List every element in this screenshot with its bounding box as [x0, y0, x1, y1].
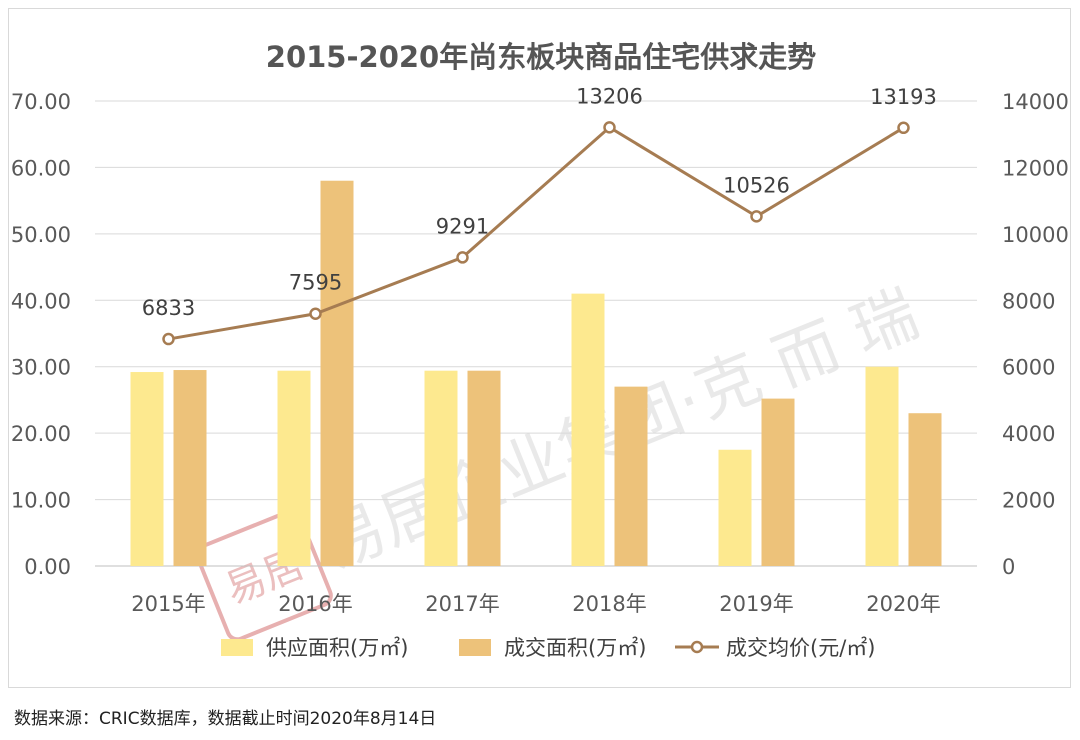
- line-series: 6833 7595 9291 13206 10526 13193: [142, 84, 937, 346]
- x-tick-label: 2020年: [866, 592, 940, 616]
- price-data-label: 13206: [576, 84, 643, 108]
- y-left-tick-label: 20.00: [11, 422, 71, 446]
- y-left-tick-label: 30.00: [11, 356, 71, 380]
- price-point: [309, 307, 322, 320]
- price-point: [162, 332, 175, 346]
- chart-frame: 2015-2020年尚东板块商品住宅供求走势 易居 易居企业集团·克 而 瑞 0…: [8, 8, 1071, 688]
- bar-transaction: [173, 370, 207, 566]
- legend-label: 成交均价(元/㎡): [726, 636, 875, 660]
- y-left-tick-label: 10.00: [11, 489, 71, 513]
- x-tick-label: 2019年: [719, 592, 793, 616]
- price-data-label: 9291: [436, 214, 489, 238]
- legend-swatch: [459, 639, 491, 656]
- y-right-tick-label: 8000: [1002, 289, 1055, 313]
- price-line: [168, 125, 905, 341]
- bar-transaction: [320, 180, 354, 566]
- gridlines: [95, 100, 977, 567]
- y-right-tick-label: 14000: [1002, 90, 1069, 114]
- y-right-tick-label: 0: [1002, 555, 1015, 579]
- bar-supply: [718, 449, 752, 566]
- bar-supply: [571, 293, 605, 566]
- price-data-label: 6833: [142, 296, 195, 320]
- price-point: [603, 121, 616, 134]
- y-left-tick-label: 60.00: [11, 156, 71, 180]
- y-left-tick-label: 40.00: [11, 289, 71, 313]
- bar-supply: [865, 366, 899, 566]
- y-right-tick-label: 4000: [1002, 422, 1055, 446]
- y-left-tick-label: 0.00: [24, 555, 71, 579]
- price-data-label: 13193: [870, 85, 937, 109]
- chart-svg: 2015-2020年尚东板块商品住宅供求走势 易居 易居企业集团·克 而 瑞 0…: [11, 40, 1069, 660]
- y-right-tick-label: 6000: [1002, 356, 1055, 380]
- price-data-label: 7595: [289, 271, 342, 295]
- bar-transaction: [761, 398, 795, 566]
- price-data-label: 10526: [723, 173, 790, 197]
- y-right-axis: 0 2000 4000 6000 8000 10000 12000 14000: [1002, 90, 1069, 579]
- x-tick-label: 2018年: [572, 592, 646, 616]
- bar-transaction: [467, 370, 501, 566]
- chart-title: 2015-2020年尚东板块商品住宅供求走势: [266, 40, 816, 74]
- legend-swatch: [221, 639, 253, 656]
- x-tick-label: 2015年: [131, 592, 205, 616]
- bar-transaction: [614, 386, 648, 566]
- price-point: [456, 251, 469, 264]
- x-tick-label: 2016年: [278, 592, 352, 616]
- price-point: [750, 210, 763, 223]
- y-right-tick-label: 2000: [1002, 489, 1055, 513]
- price-point: [897, 121, 910, 135]
- bar-supply: [130, 372, 164, 566]
- source-note: 数据来源：CRIC数据库，数据截止时间2020年8月14日: [14, 709, 437, 729]
- watermark-seal: [195, 509, 333, 642]
- legend-label: 供应面积(万㎡): [266, 636, 408, 660]
- x-axis: 2015年 2016年 2017年 2018年 2019年 2020年: [131, 592, 940, 616]
- bar-supply: [277, 370, 311, 566]
- bar-supply: [424, 370, 458, 566]
- legend: 供应面积(万㎡) 成交面积(万㎡) 成交均价(元/㎡): [221, 636, 875, 660]
- y-left-tick-label: 70.00: [11, 90, 71, 114]
- x-tick-label: 2017年: [425, 592, 499, 616]
- y-right-tick-label: 12000: [1002, 156, 1069, 180]
- bars: [130, 180, 942, 566]
- y-left-tick-label: 50.00: [11, 223, 71, 247]
- bar-transaction: [908, 413, 942, 566]
- y-right-tick-label: 10000: [1002, 223, 1069, 247]
- legend-label: 成交面积(万㎡): [504, 636, 646, 660]
- legend-marker: [690, 640, 704, 654]
- y-left-axis: 0.00 10.00 20.00 30.00 40.00 50.00 60.00 70.00: [11, 90, 71, 579]
